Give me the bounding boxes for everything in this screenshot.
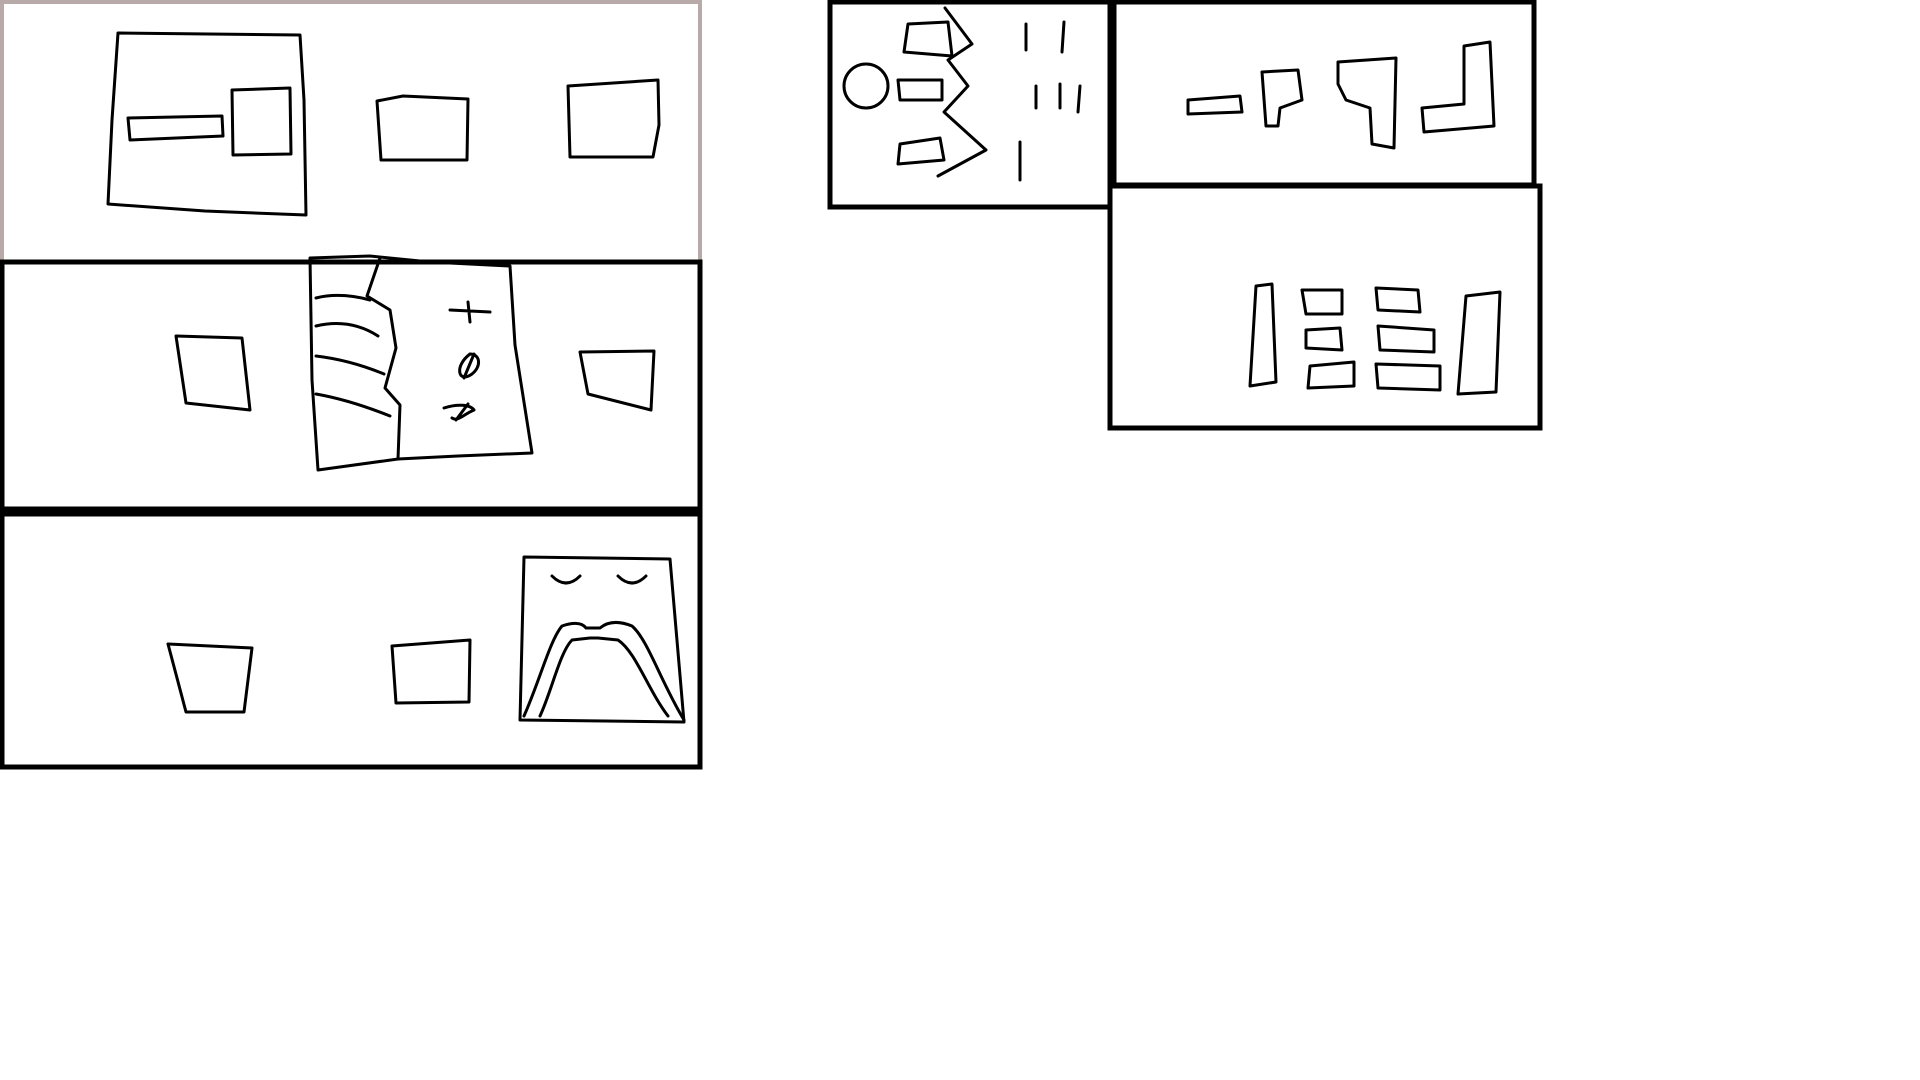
dash-mark: [1076, 84, 1082, 114]
page-line: [314, 354, 386, 376]
top-right-panel: [1111, 0, 1537, 188]
block-shape: [1306, 360, 1356, 390]
step-shape: [1420, 40, 1496, 134]
framed-group: [106, 31, 308, 217]
tab-shape: [896, 136, 946, 166]
arch-frame-outline: [518, 555, 686, 724]
block-shape: [1374, 362, 1442, 392]
square-shape: [578, 349, 656, 412]
bottom-left-panel: [0, 511, 703, 770]
zigzag-line: [936, 6, 988, 178]
arch-frame: [518, 555, 686, 724]
lower-right-panel: [1107, 183, 1543, 431]
framed-group-outline: [106, 31, 308, 217]
square-shape: [375, 94, 470, 162]
folded-page: [308, 254, 534, 472]
page-mark: [448, 300, 492, 324]
arch-outer: [522, 621, 686, 722]
square-shape: [390, 638, 472, 705]
step-shape: [1186, 94, 1244, 116]
square-shape: [174, 334, 252, 412]
block-shape: [1304, 326, 1344, 352]
bar-shape: [1456, 290, 1502, 396]
block-shape: [1300, 288, 1344, 316]
page-fold: [365, 256, 402, 461]
tab-shape: [902, 20, 954, 58]
square-shape: [566, 78, 661, 159]
top-center-panel: [827, 0, 1113, 210]
square-shape: [230, 86, 293, 157]
page-mark: [442, 402, 476, 422]
page-line: [314, 322, 380, 338]
bar-shape: [1248, 282, 1278, 388]
tab-shape: [896, 78, 944, 102]
circle-shape: [842, 62, 890, 110]
page-mark: [458, 352, 480, 380]
dash-mark: [1060, 20, 1066, 54]
middle-left-panel: [0, 254, 703, 512]
step-shape: [1260, 68, 1304, 128]
arch-inner: [538, 636, 670, 718]
panel-frame: [0, 511, 703, 770]
block-shape: [1376, 324, 1436, 354]
panel-frame: [0, 0, 702, 262]
panel-frame: [1111, 0, 1537, 188]
arch-eye: [550, 574, 582, 585]
square-shape: [166, 642, 254, 714]
page-outline: [308, 254, 534, 472]
bar-shape: [126, 114, 225, 142]
arch-eye: [616, 574, 648, 585]
panel-frame: [0, 259, 703, 512]
panel-frame: [1107, 183, 1543, 431]
page-line: [314, 293, 372, 302]
block-shape: [1374, 286, 1422, 314]
page-line: [314, 392, 392, 418]
step-shape: [1336, 56, 1398, 150]
top-left-panel: [0, 0, 702, 262]
panel-frame: [827, 0, 1113, 210]
